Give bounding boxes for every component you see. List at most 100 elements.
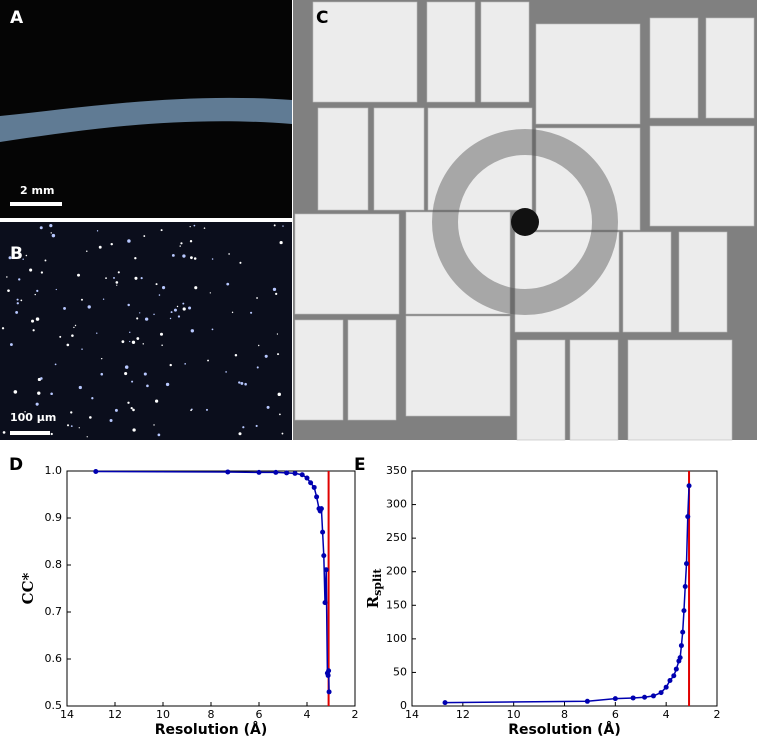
data-point [671,673,677,679]
dot [170,311,173,314]
data-point [292,470,298,476]
dot [182,302,185,305]
data-line [95,470,330,692]
dot [136,337,140,340]
dot [71,334,74,337]
dot [282,225,284,227]
dot [36,289,39,292]
x-axis-label: Resolution (Å) [155,721,268,737]
detector-tile [535,127,641,231]
dot [258,344,260,347]
x-tick-label: 4 [304,708,311,721]
dot [132,428,136,432]
dot [74,324,77,327]
dot [157,433,161,437]
data-point [677,655,683,661]
dot [40,377,43,380]
dot [189,240,193,243]
y-tick-label: 350 [386,464,407,477]
dot [50,432,53,436]
ice-ring [432,129,618,315]
y-tick-label: 200 [386,565,407,578]
dot [155,283,158,286]
dot [153,424,155,426]
detector-tile [405,211,511,315]
x-tick-label: 8 [208,708,215,721]
dot [171,253,175,257]
dot [190,329,195,333]
dot [207,359,209,362]
data-point [642,694,648,700]
data-point [685,514,691,520]
dot [31,319,35,323]
x-axis-label: Resolution (Å) [508,721,621,737]
dot [13,390,18,394]
data-point [318,506,324,512]
y-tick-label: 0 [400,699,407,712]
dot [176,305,179,308]
dot [234,353,238,357]
y-tick-label: 150 [386,598,407,611]
dot [105,277,107,280]
dot [124,365,129,369]
dot [73,326,75,329]
dot [155,399,159,403]
x-tick-label: 10 [507,708,521,721]
dot [127,401,130,404]
dot [264,354,268,358]
dot [134,276,138,280]
dot [55,288,57,291]
y-axis-label-main: R [364,595,382,608]
scale-bar [10,202,62,206]
dot [78,385,82,390]
x-tick-label: 12 [456,708,470,721]
dot [131,340,136,344]
dot [279,413,281,416]
data-point [322,600,328,606]
x-tick-label: 2 [714,708,721,721]
detector-tile [347,319,397,421]
dot [132,408,135,412]
dot [15,310,19,314]
detector-tile [312,1,418,103]
y-tick-label: 100 [386,632,407,645]
dot [113,276,115,279]
dot [277,353,280,356]
dot [162,286,166,290]
dot [6,276,8,278]
plot-frame [411,470,718,707]
dot [86,436,88,438]
y-axis-label: Rsplit [364,568,384,609]
data-point [612,696,618,702]
scale-bar [10,431,50,435]
dot [29,268,33,272]
dot [96,230,99,232]
dot [256,366,259,369]
dot [281,432,284,435]
data-point [630,695,636,701]
detector-tile [426,1,476,103]
dot [160,229,163,232]
dot [225,371,227,373]
data-point [673,666,679,672]
dot [189,226,191,228]
data-point [325,672,331,678]
dot [20,299,23,302]
data-point [304,475,310,481]
dot [134,257,137,260]
dot [139,312,141,314]
panel-label: E [354,455,366,475]
dot [110,242,113,246]
y-tick-label: 0.7 [45,605,63,618]
x-tick-label: 2 [352,708,359,721]
detector-tile [678,231,728,333]
x-tick-label: 6 [612,708,619,721]
dot [39,226,43,230]
dot [16,298,19,301]
dot [239,261,242,264]
dot [169,317,172,320]
dot [49,224,53,228]
dot [114,408,118,412]
dot [238,381,241,384]
x-tick-label: 14 [405,708,419,721]
